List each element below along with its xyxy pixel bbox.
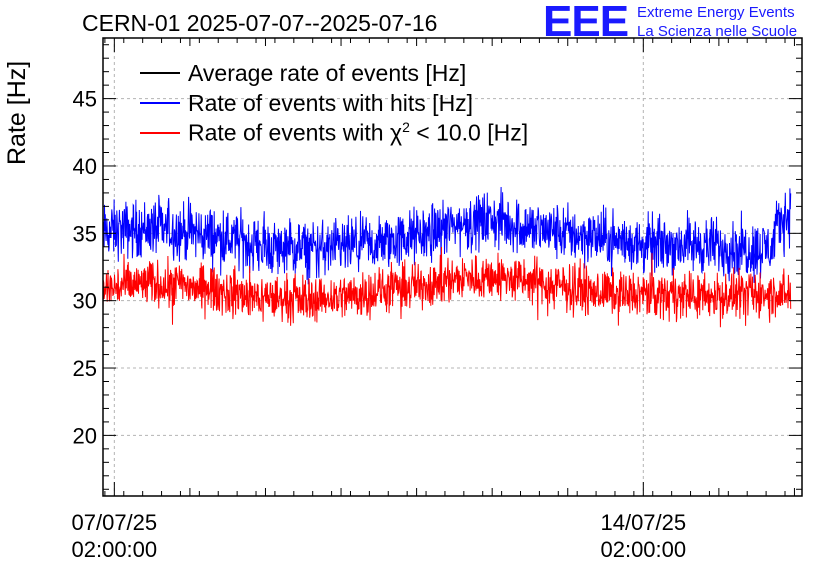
x-tick-label-date: 07/07/25	[72, 510, 158, 535]
x-tick-label-date: 14/07/25	[600, 510, 686, 535]
legend-label-chi2: Rate of events with χ2 < 10.0 [Hz]	[188, 119, 529, 146]
legend-label-average: Average rate of events [Hz]	[188, 59, 467, 86]
legend-label-hits: Rate of events with hits [Hz]	[188, 89, 474, 116]
logo-text: Extreme Energy Events La Scienza nelle S…	[637, 3, 797, 41]
y-tick-label: 30	[73, 289, 97, 314]
series-line-1	[102, 186, 792, 285]
axis-ticks	[103, 38, 802, 496]
y-tick-label: 20	[73, 423, 97, 448]
tick-labels: 20253035404507/07/2502:00:0014/07/2502:0…	[72, 87, 687, 562]
legend-item-hits: Rate of events with hits [Hz]	[140, 88, 528, 118]
series-group	[102, 186, 792, 328]
eee-logo: EEE	[543, 0, 629, 46]
chart-title: CERN-01 2025-07-07--2025-07-16	[82, 10, 438, 36]
legend-item-chi2: Rate of events with χ2 < 10.0 [Hz]	[140, 118, 528, 148]
series-line-2	[102, 246, 792, 328]
x-tick-label-time: 02:00:00	[72, 537, 158, 562]
legend-swatch-chi2	[140, 132, 180, 134]
y-tick-label: 25	[73, 356, 97, 381]
logo-line-2: La Scienza nelle Scuole	[637, 23, 798, 40]
y-tick-label: 35	[73, 221, 97, 246]
logo-line-1: Extreme Energy Events	[637, 4, 795, 21]
legend-swatch-hits	[140, 102, 180, 104]
y-axis-label: Rate [Hz]	[3, 60, 31, 165]
legend-swatch-average	[140, 72, 180, 74]
legend-item-average: Average rate of events [Hz]	[140, 58, 528, 88]
y-tick-label: 40	[73, 154, 97, 179]
y-tick-label: 45	[73, 87, 97, 112]
x-tick-label-time: 02:00:00	[600, 537, 686, 562]
legend: Average rate of events [Hz] Rate of even…	[140, 58, 528, 148]
plot-frame	[102, 37, 803, 497]
